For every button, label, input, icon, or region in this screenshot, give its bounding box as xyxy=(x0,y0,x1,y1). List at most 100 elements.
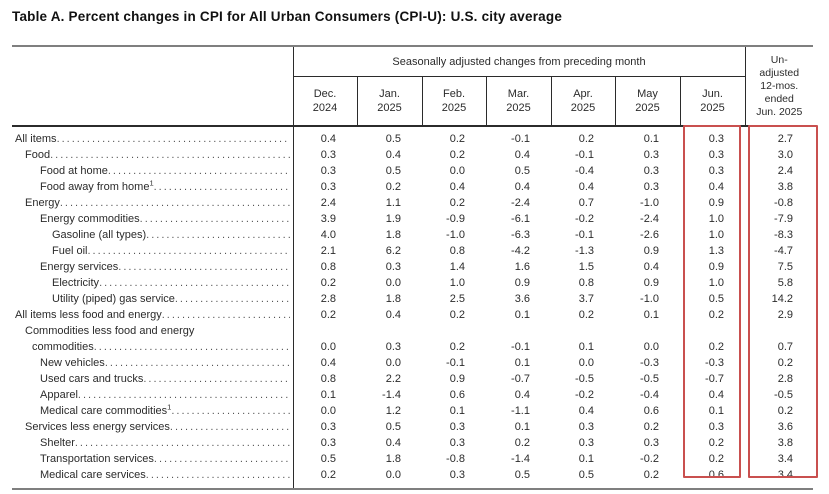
row-label-line1: Commodities less food and energy xyxy=(25,325,195,337)
cell-monthly-value: -0.2 xyxy=(640,453,659,465)
row-label: Energy commodities xyxy=(12,211,294,227)
cell-monthly-value: 0.2 xyxy=(449,309,465,321)
cell-monthly-value: 0.1 xyxy=(708,405,724,417)
cell-12mo-value: 3.4 xyxy=(777,453,793,465)
row-label: Apparel xyxy=(12,387,294,403)
cell-monthly-value: 0.9 xyxy=(449,373,465,385)
cell-monthly-value: 0.5 xyxy=(385,133,401,145)
cell-12mo-value: 7.5 xyxy=(777,261,793,273)
row-label-text: Transportation services xyxy=(40,453,154,465)
cell-monthly-value: 0.8 xyxy=(320,261,336,273)
cell-monthly-value: -1.0 xyxy=(446,229,465,241)
cell-monthly-value: -6.3 xyxy=(511,229,530,241)
cell-monthly-value: -0.5 xyxy=(640,373,659,385)
cell-monthly-value: 0.3 xyxy=(643,149,659,161)
cell-monthly-value: 0.4 xyxy=(449,181,465,193)
cell-monthly-value: 0.5 xyxy=(385,421,401,433)
month-header-feb-2025: Feb. 2025 xyxy=(421,76,486,127)
cell-monthly-value: 0.2 xyxy=(708,437,724,449)
cell-monthly-value: 0.1 xyxy=(578,453,594,465)
cell-monthly-value: 0.8 xyxy=(320,373,336,385)
row-label-text: Medical care services xyxy=(40,469,146,481)
cell-monthly-value: 0.5 xyxy=(514,165,530,177)
cell-monthly-value: 0.5 xyxy=(514,469,530,481)
cell-12mo-value: 2.9 xyxy=(777,309,793,321)
cell-monthly-value: 0.4 xyxy=(385,309,401,321)
cell-monthly-value: 0.9 xyxy=(643,245,659,257)
table-row: Food 0.3 0.4 0.2 0.4 -0.1 0.3 0.3 3.0 xyxy=(12,147,813,163)
table-row: Medical care services 0.2 0.0 0.3 0.5 0.5 0.2 0… xyxy=(12,467,813,489)
table-row: Gasoline (all types) 4.0 1.8 -1.0 -6.3 -0.1 -2… xyxy=(12,227,813,243)
cell-monthly-value: 0.6 xyxy=(449,389,465,401)
cell-monthly-value: 0.2 xyxy=(449,133,465,145)
row-label-text: Food xyxy=(25,149,51,161)
cell-monthly-value: 0.4 xyxy=(514,181,530,193)
cell-monthly-value: -0.2 xyxy=(575,389,594,401)
cell-monthly-value: 0.3 xyxy=(578,421,594,433)
cell-monthly-value: 0.9 xyxy=(643,277,659,289)
cell-monthly-value: 0.5 xyxy=(320,453,336,465)
cell-monthly-value: 0.5 xyxy=(708,293,724,305)
cell-monthly-value: 0.2 xyxy=(449,197,465,209)
row-label: Electricity xyxy=(12,275,294,291)
cell-monthly-value: 2.4 xyxy=(320,197,336,209)
cell-monthly-value: 0.4 xyxy=(578,181,594,193)
cell-monthly-value: 0.2 xyxy=(320,469,336,481)
cell-monthly-value: -1.0 xyxy=(640,197,659,209)
cell-monthly-value: 0.0 xyxy=(578,357,594,369)
cell-monthly-value: 0.3 xyxy=(320,165,336,177)
cell-monthly-value: -0.8 xyxy=(446,453,465,465)
cell-monthly-value: -0.3 xyxy=(705,357,724,369)
dot-leader xyxy=(99,275,289,291)
dot-leader xyxy=(57,131,290,147)
cell-12mo-value: -7.9 xyxy=(774,213,793,225)
dot-leader xyxy=(146,227,289,243)
cell-monthly-value: 1.1 xyxy=(385,197,401,209)
cell-monthly-value: 1.2 xyxy=(385,405,401,417)
cell-monthly-value: 2.8 xyxy=(320,293,336,305)
dot-leader xyxy=(75,435,290,451)
cell-monthly-value: 0.4 xyxy=(320,133,336,145)
cell-monthly-value: 0.9 xyxy=(708,197,724,209)
cell-monthly-value: -0.3 xyxy=(640,357,659,369)
cell-monthly-value: 0.1 xyxy=(320,389,336,401)
row-label-text: Energy xyxy=(25,197,60,209)
cpi-data-table: Seasonally adjusted changes from precedi… xyxy=(12,45,813,490)
cell-monthly-value: -0.4 xyxy=(575,165,594,177)
row-label: Services less energy services xyxy=(12,419,294,435)
table-row: Commodities less food and energy commodit… xyxy=(12,323,813,355)
cell-12mo-value: -4.7 xyxy=(774,245,793,257)
cell-12mo-value: -8.3 xyxy=(774,229,793,241)
cell-monthly-value: 0.4 xyxy=(385,437,401,449)
table-row: Energy 2.4 1.1 0.2 -2.4 0.7 -1.0 0.9 -0.8 xyxy=(12,195,813,211)
cell-monthly-value: 1.8 xyxy=(385,229,401,241)
cell-monthly-value: 0.3 xyxy=(708,421,724,433)
cell-monthly-value: 0.4 xyxy=(643,261,659,273)
cell-monthly-value: 6.2 xyxy=(385,245,401,257)
cell-monthly-value: -1.0 xyxy=(640,293,659,305)
row-label: Medical care commodities1 xyxy=(12,403,294,419)
row-label-text: New vehicles xyxy=(40,357,105,369)
cell-monthly-value: 0.8 xyxy=(449,245,465,257)
row-label: Food xyxy=(12,147,294,163)
cell-12mo-value: 3.4 xyxy=(777,469,793,481)
row-label-text: Electricity xyxy=(52,277,100,289)
cell-monthly-value: 0.2 xyxy=(320,277,336,289)
cell-monthly-value: 2.5 xyxy=(449,293,465,305)
footnote-marker: 1 xyxy=(149,179,154,188)
table-row: All items 0.4 0.5 0.2 -0.1 0.2 0.1 0.3 2.7 xyxy=(12,126,813,147)
cell-monthly-value: -0.1 xyxy=(511,133,530,145)
row-label: Food at home xyxy=(12,163,294,179)
row-label: Energy xyxy=(12,195,294,211)
month-header-jun-2025: Jun. 2025 xyxy=(679,76,745,127)
cell-monthly-value: 1.0 xyxy=(708,229,724,241)
cell-monthly-value: -2.4 xyxy=(511,197,530,209)
cell-monthly-value: -4.2 xyxy=(511,245,530,257)
cell-monthly-value: 0.9 xyxy=(514,277,530,289)
page-title: Table A. Percent changes in CPI for All … xyxy=(12,9,563,24)
cell-monthly-value: -0.2 xyxy=(575,213,594,225)
row-label: Utility (piped) gas service xyxy=(12,291,294,307)
row-label-text: Fuel oil xyxy=(52,245,88,257)
dot-leader xyxy=(154,179,290,195)
cell-monthly-value: 0.0 xyxy=(385,357,401,369)
